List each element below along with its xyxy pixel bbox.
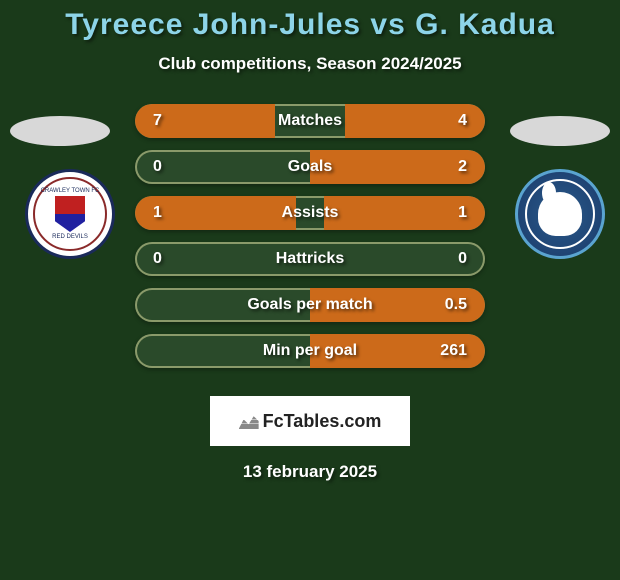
stat-value-right: 2 [458,150,467,184]
stats-area: 7 Matches 4 0 Goals 2 1 Assists 1 [135,104,485,380]
club-badge-right [515,169,605,259]
chart-icon [239,413,259,429]
page-title: Tyreece John-Jules vs G. Kadua [0,8,620,42]
watermark-banner: FcTables.com [210,396,410,446]
stat-row-matches: 7 Matches 4 [135,104,485,138]
stat-row-assists: 1 Assists 1 [135,196,485,230]
stat-label: Matches [135,104,485,138]
wycombe-crest-icon [525,179,595,249]
stat-label: Min per goal [135,334,485,368]
player-shadow-left [10,116,110,146]
main-area: CRAWLEY TOWN FC RED DEVILS 7 Matches 4 0 [0,104,620,384]
crawley-crest-icon: CRAWLEY TOWN FC RED DEVILS [33,177,107,251]
swan-icon [538,192,582,236]
stat-row-goals: 0 Goals 2 [135,150,485,184]
stat-label: Hattricks [135,242,485,276]
stat-value-right: 1 [458,196,467,230]
stat-label: Goals [135,150,485,184]
comparison-infographic: Tyreece John-Jules vs G. Kadua Club comp… [0,0,620,482]
stat-row-goals-per-match: Goals per match 0.5 [135,288,485,322]
stat-row-min-per-goal: Min per goal 261 [135,334,485,368]
stat-row-hattricks: 0 Hattricks 0 [135,242,485,276]
stat-value-right: 261 [440,334,467,368]
stat-value-right: 0.5 [445,288,467,322]
date-label: 13 february 2025 [0,462,620,482]
stat-label: Goals per match [135,288,485,322]
watermark-text: FcTables.com [263,411,382,432]
subtitle: Club competitions, Season 2024/2025 [0,54,620,74]
stat-value-right: 4 [458,104,467,138]
player-shadow-right [510,116,610,146]
club-badge-left: CRAWLEY TOWN FC RED DEVILS [25,169,115,259]
stat-value-right: 0 [458,242,467,276]
stat-label: Assists [135,196,485,230]
